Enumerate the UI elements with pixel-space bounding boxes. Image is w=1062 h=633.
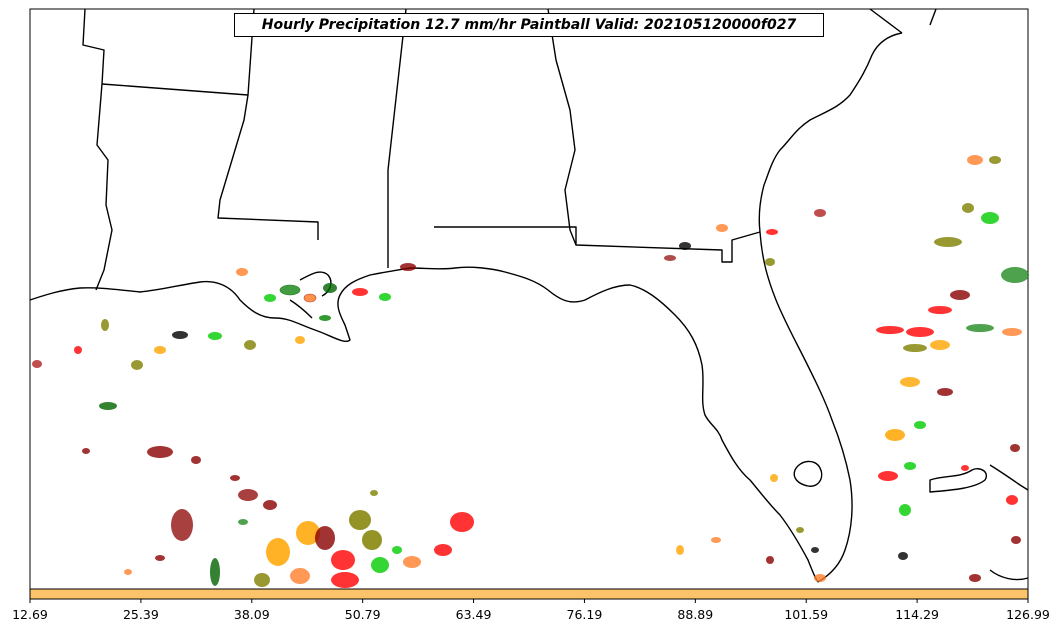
border-ar-la-ms: [217, 94, 319, 240]
border-al-ga: [547, 8, 577, 246]
border-ga-sc: [869, 8, 903, 34]
island-cuba: [989, 569, 1029, 581]
colorbar-tick-label: 25.39: [123, 607, 159, 622]
border-tx-la: [95, 83, 113, 291]
lake-okeechobee: [793, 460, 823, 487]
map-background: [29, 8, 1029, 590]
colorbar-tick-label: 88.89: [677, 607, 713, 622]
paintball-blobs: [32, 155, 1029, 588]
gulf-coast-tx-la: [29, 266, 819, 583]
colorbar-ticks: 12.69 25.39 38.09 50.79 63.49 76.19 88.89 101.5…: [12, 599, 1050, 622]
border-ga-sc-b: [929, 8, 937, 26]
colorbar-tick-label: 101.59: [784, 607, 828, 622]
atlantic-coast: [758, 32, 903, 583]
colorbar-tick-label: 126.99: [1006, 607, 1050, 622]
colorbar-tick-label: 12.69: [12, 607, 48, 622]
colorbar-tick-label: 63.49: [456, 607, 492, 622]
colorbar-tick-label: 114.29: [895, 607, 939, 622]
colorbar: [29, 588, 1029, 600]
border-ms-al: [387, 8, 407, 268]
border-ok-tx: [82, 8, 105, 85]
colorbar-tick-label: 50.79: [345, 607, 381, 622]
map-title: Hourly Precipitation 12.7 mm/hr Paintbal…: [234, 13, 824, 37]
colorbar-tick-label: 76.19: [567, 607, 603, 622]
border-al-fl: [434, 226, 761, 263]
island-bahamas: [929, 468, 987, 493]
colorbar-tick-label: 38.09: [234, 607, 270, 622]
coastlines-and-borders: [29, 8, 1029, 583]
island-andros: [989, 464, 1029, 491]
